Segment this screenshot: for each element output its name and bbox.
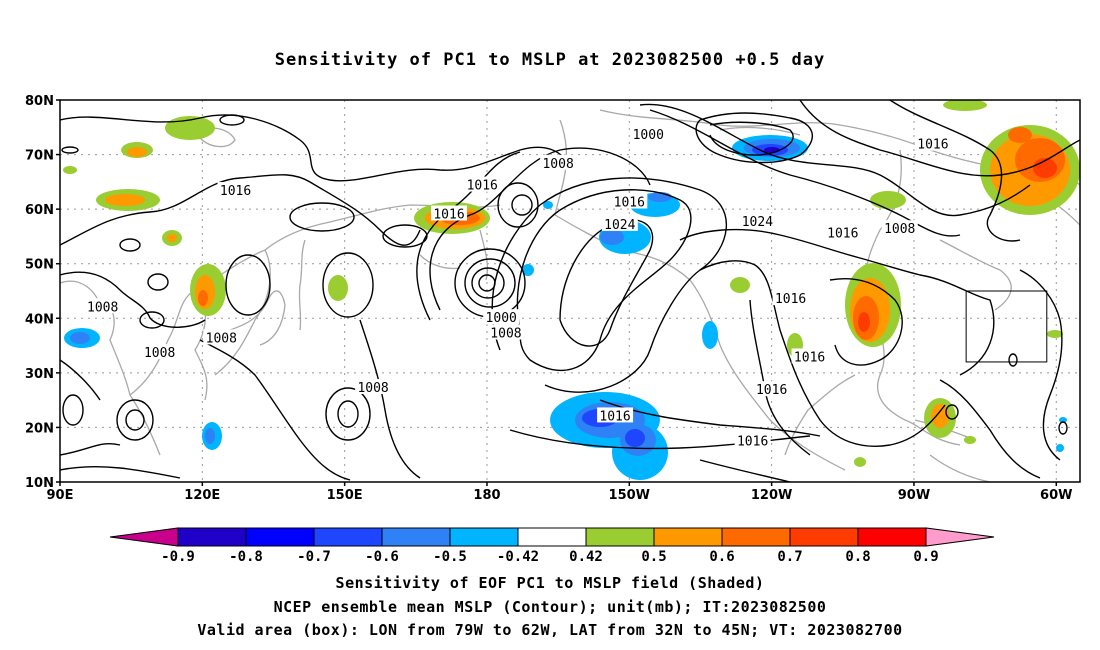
contour-label: 1016: [431, 205, 468, 223]
svg-text:1016: 1016: [827, 227, 858, 242]
lon-label: 120E: [184, 488, 220, 503]
lon-label: 150W: [609, 488, 650, 503]
colorbar-swatch: [653, 527, 723, 547]
caption-line-3: Valid area (box): LON from 79W to 62W, L…: [197, 621, 903, 639]
contour-label: 1016: [597, 407, 634, 424]
colorbar-swatch: [857, 527, 927, 547]
contour-label: 1000: [483, 309, 520, 326]
lat-label: 30N: [25, 367, 54, 382]
contour-label: 1016: [611, 193, 648, 211]
map-title: Sensitivity of PC1 to MSLP at 2023082500…: [274, 50, 826, 70]
contour-label: 1016: [772, 290, 809, 307]
lat-label: 80N: [25, 94, 54, 109]
colorbar-swatch: [449, 527, 519, 547]
colorbar: [109, 527, 995, 547]
lon-label: 60W: [1040, 488, 1072, 503]
svg-text:1008: 1008: [144, 346, 175, 361]
svg-text:1008: 1008: [490, 326, 521, 341]
contour-label: 1016: [734, 432, 771, 450]
contour-label: 1016: [753, 381, 790, 398]
contour-label: 1008: [141, 344, 178, 361]
contour-label: 1016: [791, 348, 828, 365]
colorbar-min-arrow: [109, 527, 179, 547]
svg-text:1024: 1024: [604, 218, 635, 233]
lon-label: 90E: [47, 488, 74, 503]
colorbar-label: -0.6: [365, 549, 399, 565]
colorbar-swatch: [585, 527, 655, 547]
svg-text:1016: 1016: [775, 292, 806, 307]
colorbar-max-arrow: [925, 527, 995, 547]
colorbar-swatch: [177, 527, 247, 547]
svg-text:1016: 1016: [467, 179, 498, 194]
svg-text:1008: 1008: [357, 381, 388, 396]
svg-text:1016: 1016: [614, 196, 645, 211]
contour-label: 1008: [355, 379, 392, 396]
colorbar-label: 0.7: [777, 549, 802, 565]
contour-label: 1008: [203, 329, 240, 346]
colorbar-swatch: [721, 527, 791, 547]
colorbar-label: -0.42: [497, 549, 539, 565]
lon-label: 120W: [751, 488, 792, 503]
svg-text:1016: 1016: [599, 409, 630, 424]
colorbar-label: -0.8: [229, 549, 263, 565]
colorbar-label: 0.9: [913, 549, 938, 565]
mslp-contours: [60, 100, 1080, 482]
lat-label: 70N: [25, 149, 54, 164]
contour-label: 1016: [217, 182, 254, 199]
colorbar-label: 0.8: [845, 549, 870, 565]
latitude-labels: 80N 70N 60N 50N 40N 30N 20N 10N: [25, 94, 54, 491]
lat-label: 10N: [25, 476, 54, 491]
contour-label: 1016: [914, 135, 951, 153]
axis-ticks: [56, 99, 1058, 486]
svg-text:1000: 1000: [486, 311, 517, 326]
contour-label: 1008: [540, 154, 577, 172]
svg-text:1008: 1008: [542, 157, 573, 172]
contour-label: 1008: [881, 220, 918, 237]
svg-text:1000: 1000: [633, 128, 664, 143]
colorbar-label: -0.5: [433, 549, 467, 565]
colorbar-swatch: [313, 527, 383, 547]
svg-text:1016: 1016: [917, 138, 948, 153]
contour-label: 1008: [84, 298, 121, 315]
lat-label: 60N: [25, 203, 54, 218]
lat-label: 20N: [25, 421, 54, 436]
colorbar-swatch: [381, 527, 451, 547]
colorbar-label: -0.9: [161, 549, 195, 565]
svg-text:1016: 1016: [220, 184, 251, 199]
caption-line-1: Sensitivity of EOF PC1 to MSLP field (Sh…: [335, 574, 765, 592]
colorbar-label: -0.7: [297, 549, 331, 565]
lon-label: 150E: [327, 488, 363, 503]
svg-text:1016: 1016: [433, 208, 464, 223]
contour-label: 1016: [464, 176, 501, 194]
colorbar-label: 0.6: [709, 549, 734, 565]
lat-label: 50N: [25, 258, 54, 273]
colorbar-label: 0.42: [569, 549, 603, 565]
svg-text:1016: 1016: [794, 350, 825, 365]
svg-text:1008: 1008: [884, 222, 915, 237]
lat-label: 40N: [25, 312, 54, 327]
colorbar-swatch: [789, 527, 859, 547]
longitude-labels: 90E 120E 150E 180 150W 120W 90W 60W: [47, 488, 1073, 503]
contour-label: 1024: [601, 215, 638, 233]
contour-label: 1008: [487, 324, 524, 341]
valid-area-box: [965, 290, 1048, 363]
caption-line-2: NCEP ensemble mean MSLP (Contour); unit(…: [273, 598, 827, 616]
plot-frame: [59, 99, 1081, 483]
lon-label: 90W: [898, 488, 930, 503]
contour-label: 1024: [739, 213, 776, 230]
svg-text:1016: 1016: [737, 435, 768, 450]
colorbar-swatch: [245, 527, 315, 547]
lon-label: 180: [473, 488, 500, 503]
svg-text:1016: 1016: [756, 383, 787, 398]
colorbar-label: 0.5: [641, 549, 666, 565]
colorbar-labels: -0.9 -0.8 -0.7 -0.6 -0.5 -0.42 0.42 0.5 0.6 0.7 0.…: [161, 549, 939, 565]
svg-text:1024: 1024: [742, 215, 773, 230]
svg-text:1008: 1008: [87, 300, 118, 315]
colorbar-swatch: [517, 527, 587, 547]
svg-text:1008: 1008: [206, 331, 237, 346]
contour-label: 1000: [630, 125, 667, 143]
contour-label: 1016: [824, 224, 861, 242]
